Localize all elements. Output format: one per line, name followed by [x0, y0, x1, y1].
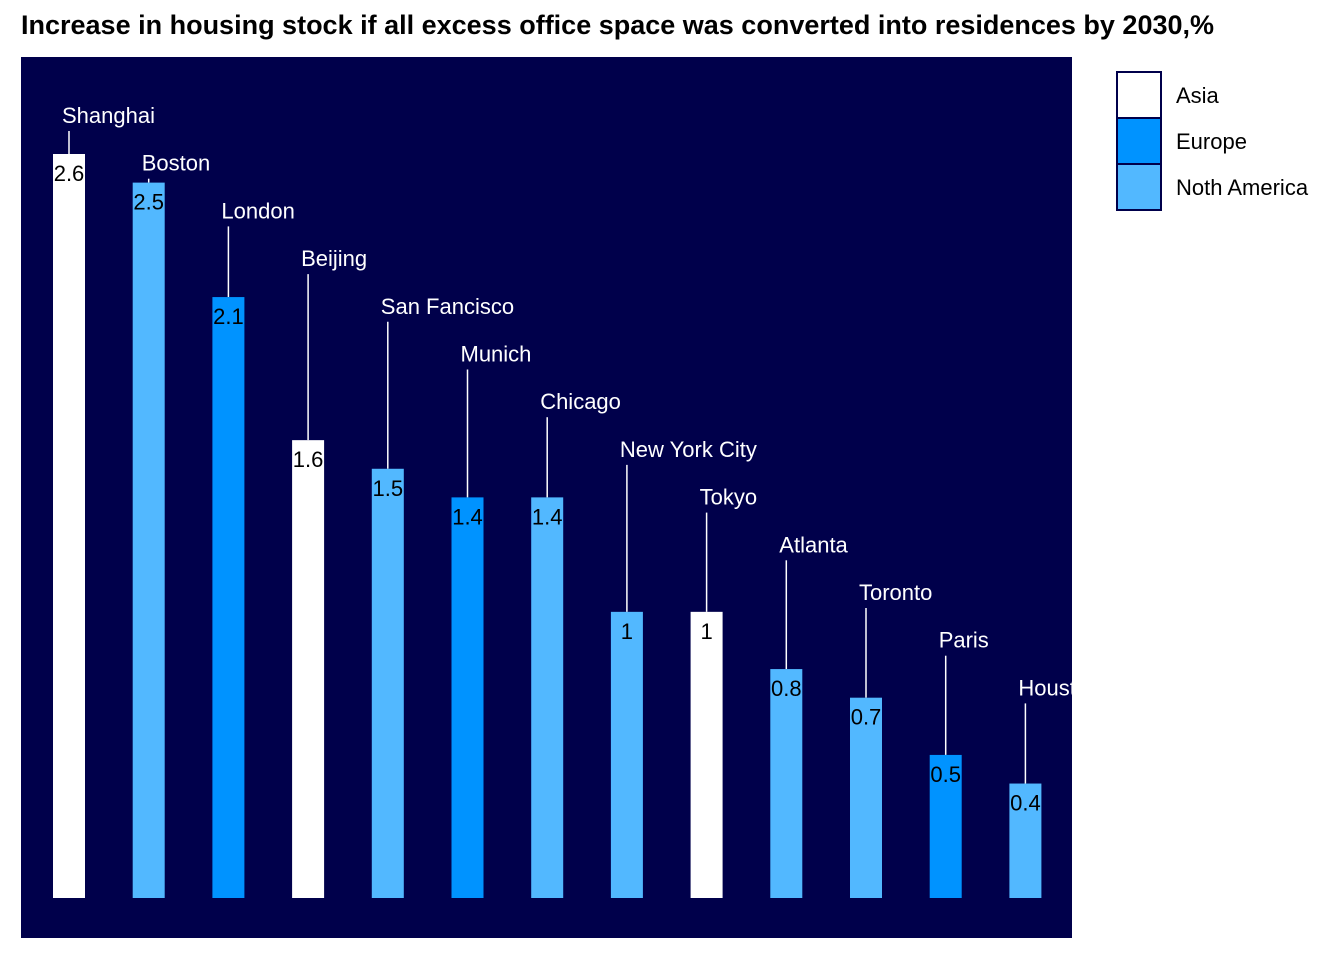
- city-label-atlanta: Atlanta: [779, 532, 848, 557]
- value-label-tokyo: 1: [700, 619, 712, 644]
- legend: Asia Europe Noth America: [1116, 71, 1309, 211]
- legend-label-europe: Europe: [1176, 129, 1247, 154]
- city-label-houston: Houston: [1018, 675, 1100, 700]
- bar-shanghai: [53, 154, 85, 898]
- city-label-paris: Paris: [939, 628, 989, 653]
- bar-boston: [132, 182, 165, 899]
- city-label-tokyo: Tokyo: [700, 485, 757, 510]
- city-label-chicago: Chicago: [540, 389, 621, 414]
- bar-new-york-city: [610, 611, 643, 898]
- bar-paris: [929, 754, 962, 898]
- city-label-toronto: Toronto: [859, 580, 932, 605]
- chart-title: Increase in housing stock if all excess …: [21, 10, 1215, 40]
- legend-label-noth-america: Noth America: [1176, 175, 1309, 200]
- bar-beijing: [292, 440, 325, 898]
- value-label-beijing: 1.6: [293, 447, 324, 472]
- plot-area: 2.6 Shanghai 2.5 Boston 2.1 London 1.6 Beijing 1…: [53, 103, 1100, 899]
- bar-munich: [451, 497, 484, 898]
- city-label-shanghai: Shanghai: [62, 103, 155, 128]
- bar-atlanta: [770, 669, 803, 898]
- city-label-london: London: [221, 198, 294, 223]
- legend-swatch-noth-america: [1116, 163, 1162, 211]
- value-label-new-york-city: 1: [621, 619, 633, 644]
- city-label-new-york-city: New York City: [620, 437, 757, 462]
- bar-san-fancisco: [371, 468, 404, 898]
- legend-swatch-europe: [1116, 117, 1162, 165]
- value-label-munich: 1.4: [452, 504, 483, 529]
- legend-swatch-asia: [1116, 71, 1162, 119]
- value-label-toronto: 0.7: [851, 705, 882, 730]
- value-label-shanghai: 2.6: [54, 161, 85, 186]
- value-label-paris: 0.5: [930, 762, 961, 787]
- value-label-chicago: 1.4: [532, 504, 563, 529]
- city-label-san-fancisco: San Fancisco: [381, 294, 514, 319]
- bar-toronto: [850, 697, 882, 898]
- bar-tokyo: [690, 611, 723, 898]
- bar-houston: [1009, 783, 1042, 898]
- bar-london: [212, 297, 245, 899]
- city-label-munich: Munich: [461, 342, 532, 367]
- value-label-atlanta: 0.8: [771, 676, 802, 701]
- value-label-boston: 2.5: [133, 190, 164, 215]
- value-label-london: 2.1: [213, 304, 244, 329]
- value-label-houston: 0.4: [1010, 791, 1041, 816]
- value-label-san-fancisco: 1.5: [373, 476, 404, 501]
- city-label-boston: Boston: [142, 151, 211, 176]
- city-label-beijing: Beijing: [301, 246, 367, 271]
- bar-chicago: [531, 497, 564, 898]
- legend-label-asia: Asia: [1176, 83, 1220, 108]
